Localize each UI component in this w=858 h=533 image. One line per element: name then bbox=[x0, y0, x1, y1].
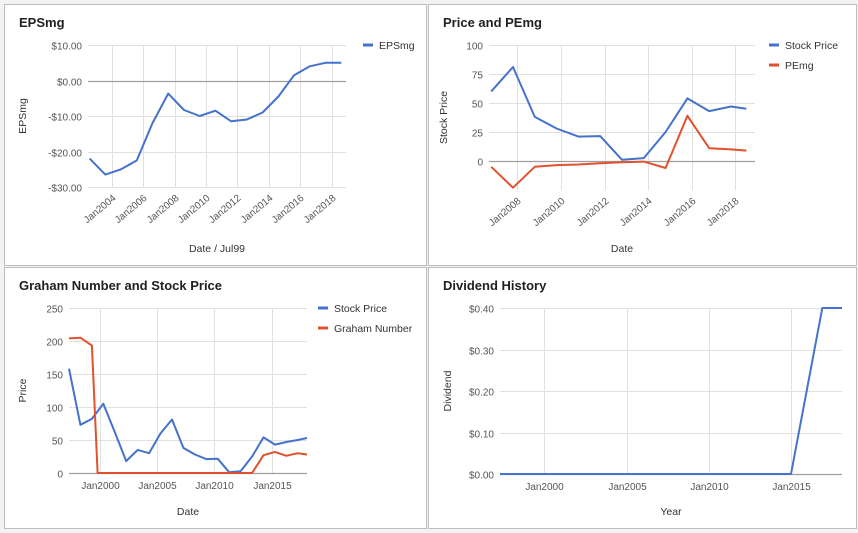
y-tick-label: -$20.00 bbox=[48, 149, 82, 160]
graham-number-chart: 250 200 150 100 50 0 Jan2000 Jan2005 Jan2010 Jan2… bbox=[17, 303, 413, 518]
graham-chart-panel: Graham Number and Stock Price 250 200 150 1… bbox=[4, 267, 427, 529]
y-axis-title: Price bbox=[17, 378, 29, 402]
y-tick-label: 100 bbox=[46, 404, 63, 415]
y-axis-title: EPSmg bbox=[17, 98, 29, 134]
y-tick-label: $0.40 bbox=[469, 305, 494, 316]
y-axis-title: Stock Price bbox=[438, 91, 450, 144]
series-line bbox=[68, 336, 308, 474]
dividend-history-chart: $0.40 $0.30 $0.20 $0.10 $0.00 Jan2000 Jan2005 J… bbox=[442, 305, 842, 518]
price-chart-panel: Price and PEmg 100 75 50 25 0 Jan2008 Jan2010 J… bbox=[428, 4, 857, 266]
series-line bbox=[88, 61, 342, 176]
gridlines bbox=[489, 45, 755, 190]
x-axis-title: Date bbox=[177, 506, 199, 518]
x-axis-title: Date / Jul99 bbox=[189, 243, 245, 255]
x-tick-label: Jan2010 bbox=[195, 481, 234, 492]
x-tick-label: Jan2006 bbox=[113, 193, 150, 226]
x-tick-label: Jan2000 bbox=[525, 482, 564, 493]
y-tick-label: $10.00 bbox=[51, 42, 82, 53]
y-tick-label: $0.20 bbox=[469, 388, 494, 399]
eps-chart-panel: EPSmg $10.00 $0.00 -$10.00 -$20.00 -$30.00 Ja… bbox=[4, 4, 427, 266]
y-axis-title: Dividend bbox=[442, 370, 454, 411]
x-tick-label: Jan2014 bbox=[618, 196, 655, 229]
legend-label: Stock Price bbox=[334, 303, 387, 315]
x-tick-label: Jan2016 bbox=[270, 193, 307, 226]
dividend-chart-panel: Dividend History $0.40 $0.30 $0.20 $0.10 $0.… bbox=[428, 267, 857, 529]
x-tick-label: Jan2018 bbox=[705, 196, 742, 229]
legend-label: PEmg bbox=[785, 60, 814, 72]
series-line bbox=[490, 66, 747, 161]
x-tick-label: Jan2016 bbox=[662, 196, 699, 229]
y-tick-label: -$30.00 bbox=[48, 184, 82, 195]
gridlines bbox=[500, 308, 842, 475]
x-tick-label: Jan2005 bbox=[608, 482, 647, 493]
y-tick-label: 150 bbox=[46, 371, 63, 382]
y-tick-label: $0.00 bbox=[469, 471, 494, 482]
legend-label: Graham Number bbox=[334, 323, 413, 335]
y-tick-label: 250 bbox=[46, 305, 63, 316]
x-tick-label: Jan2018 bbox=[302, 193, 339, 226]
x-tick-label: Jan2010 bbox=[531, 196, 568, 229]
gridlines bbox=[69, 308, 307, 474]
series-line bbox=[68, 368, 308, 474]
y-tick-label: 100 bbox=[466, 42, 483, 53]
y-tick-label: $0.10 bbox=[469, 430, 494, 441]
x-tick-label: Jan2008 bbox=[487, 196, 524, 229]
series-line bbox=[490, 114, 747, 189]
y-tick-label: 25 bbox=[472, 129, 484, 140]
y-tick-label: 200 bbox=[46, 338, 63, 349]
y-tick-label: 50 bbox=[472, 100, 484, 111]
x-tick-label: Jan2015 bbox=[772, 482, 811, 493]
x-axis-title: Year bbox=[660, 506, 682, 518]
y-tick-label: 0 bbox=[477, 158, 483, 169]
x-tick-label: Jan2005 bbox=[138, 481, 177, 492]
x-tick-label: Jan2008 bbox=[145, 193, 182, 226]
x-tick-label: Jan2000 bbox=[81, 481, 120, 492]
y-tick-label: 50 bbox=[52, 437, 64, 448]
x-tick-label: Jan2014 bbox=[239, 193, 276, 226]
x-tick-label: Jan2012 bbox=[207, 193, 244, 226]
y-tick-label: 75 bbox=[472, 71, 484, 82]
y-tick-label: $0.30 bbox=[469, 347, 494, 358]
chart-title: Graham Number and Stock Price bbox=[19, 278, 223, 293]
chart-title: EPSmg bbox=[19, 15, 65, 30]
legend-label: EPSmg bbox=[379, 40, 415, 52]
x-axis-title: Date bbox=[611, 243, 633, 255]
gridlines bbox=[88, 45, 346, 188]
x-tick-label: Jan2015 bbox=[253, 481, 292, 492]
chart-title: Price and PEmg bbox=[443, 15, 542, 30]
x-tick-label: Jan2010 bbox=[176, 193, 213, 226]
eps-chart: $10.00$0.00-$10.00-$20.00-$30.00Jan2004J… bbox=[17, 40, 415, 255]
y-tick-label: $0.00 bbox=[57, 78, 82, 89]
chart-title: Dividend History bbox=[443, 278, 547, 293]
series-line bbox=[500, 307, 842, 475]
legend-label: Stock Price bbox=[785, 40, 838, 52]
y-tick-label: -$10.00 bbox=[48, 113, 82, 124]
x-tick-label: Jan2004 bbox=[82, 193, 119, 226]
x-tick-label: Jan2012 bbox=[575, 196, 612, 229]
y-tick-label: 0 bbox=[57, 470, 63, 481]
x-tick-label: Jan2010 bbox=[690, 482, 729, 493]
